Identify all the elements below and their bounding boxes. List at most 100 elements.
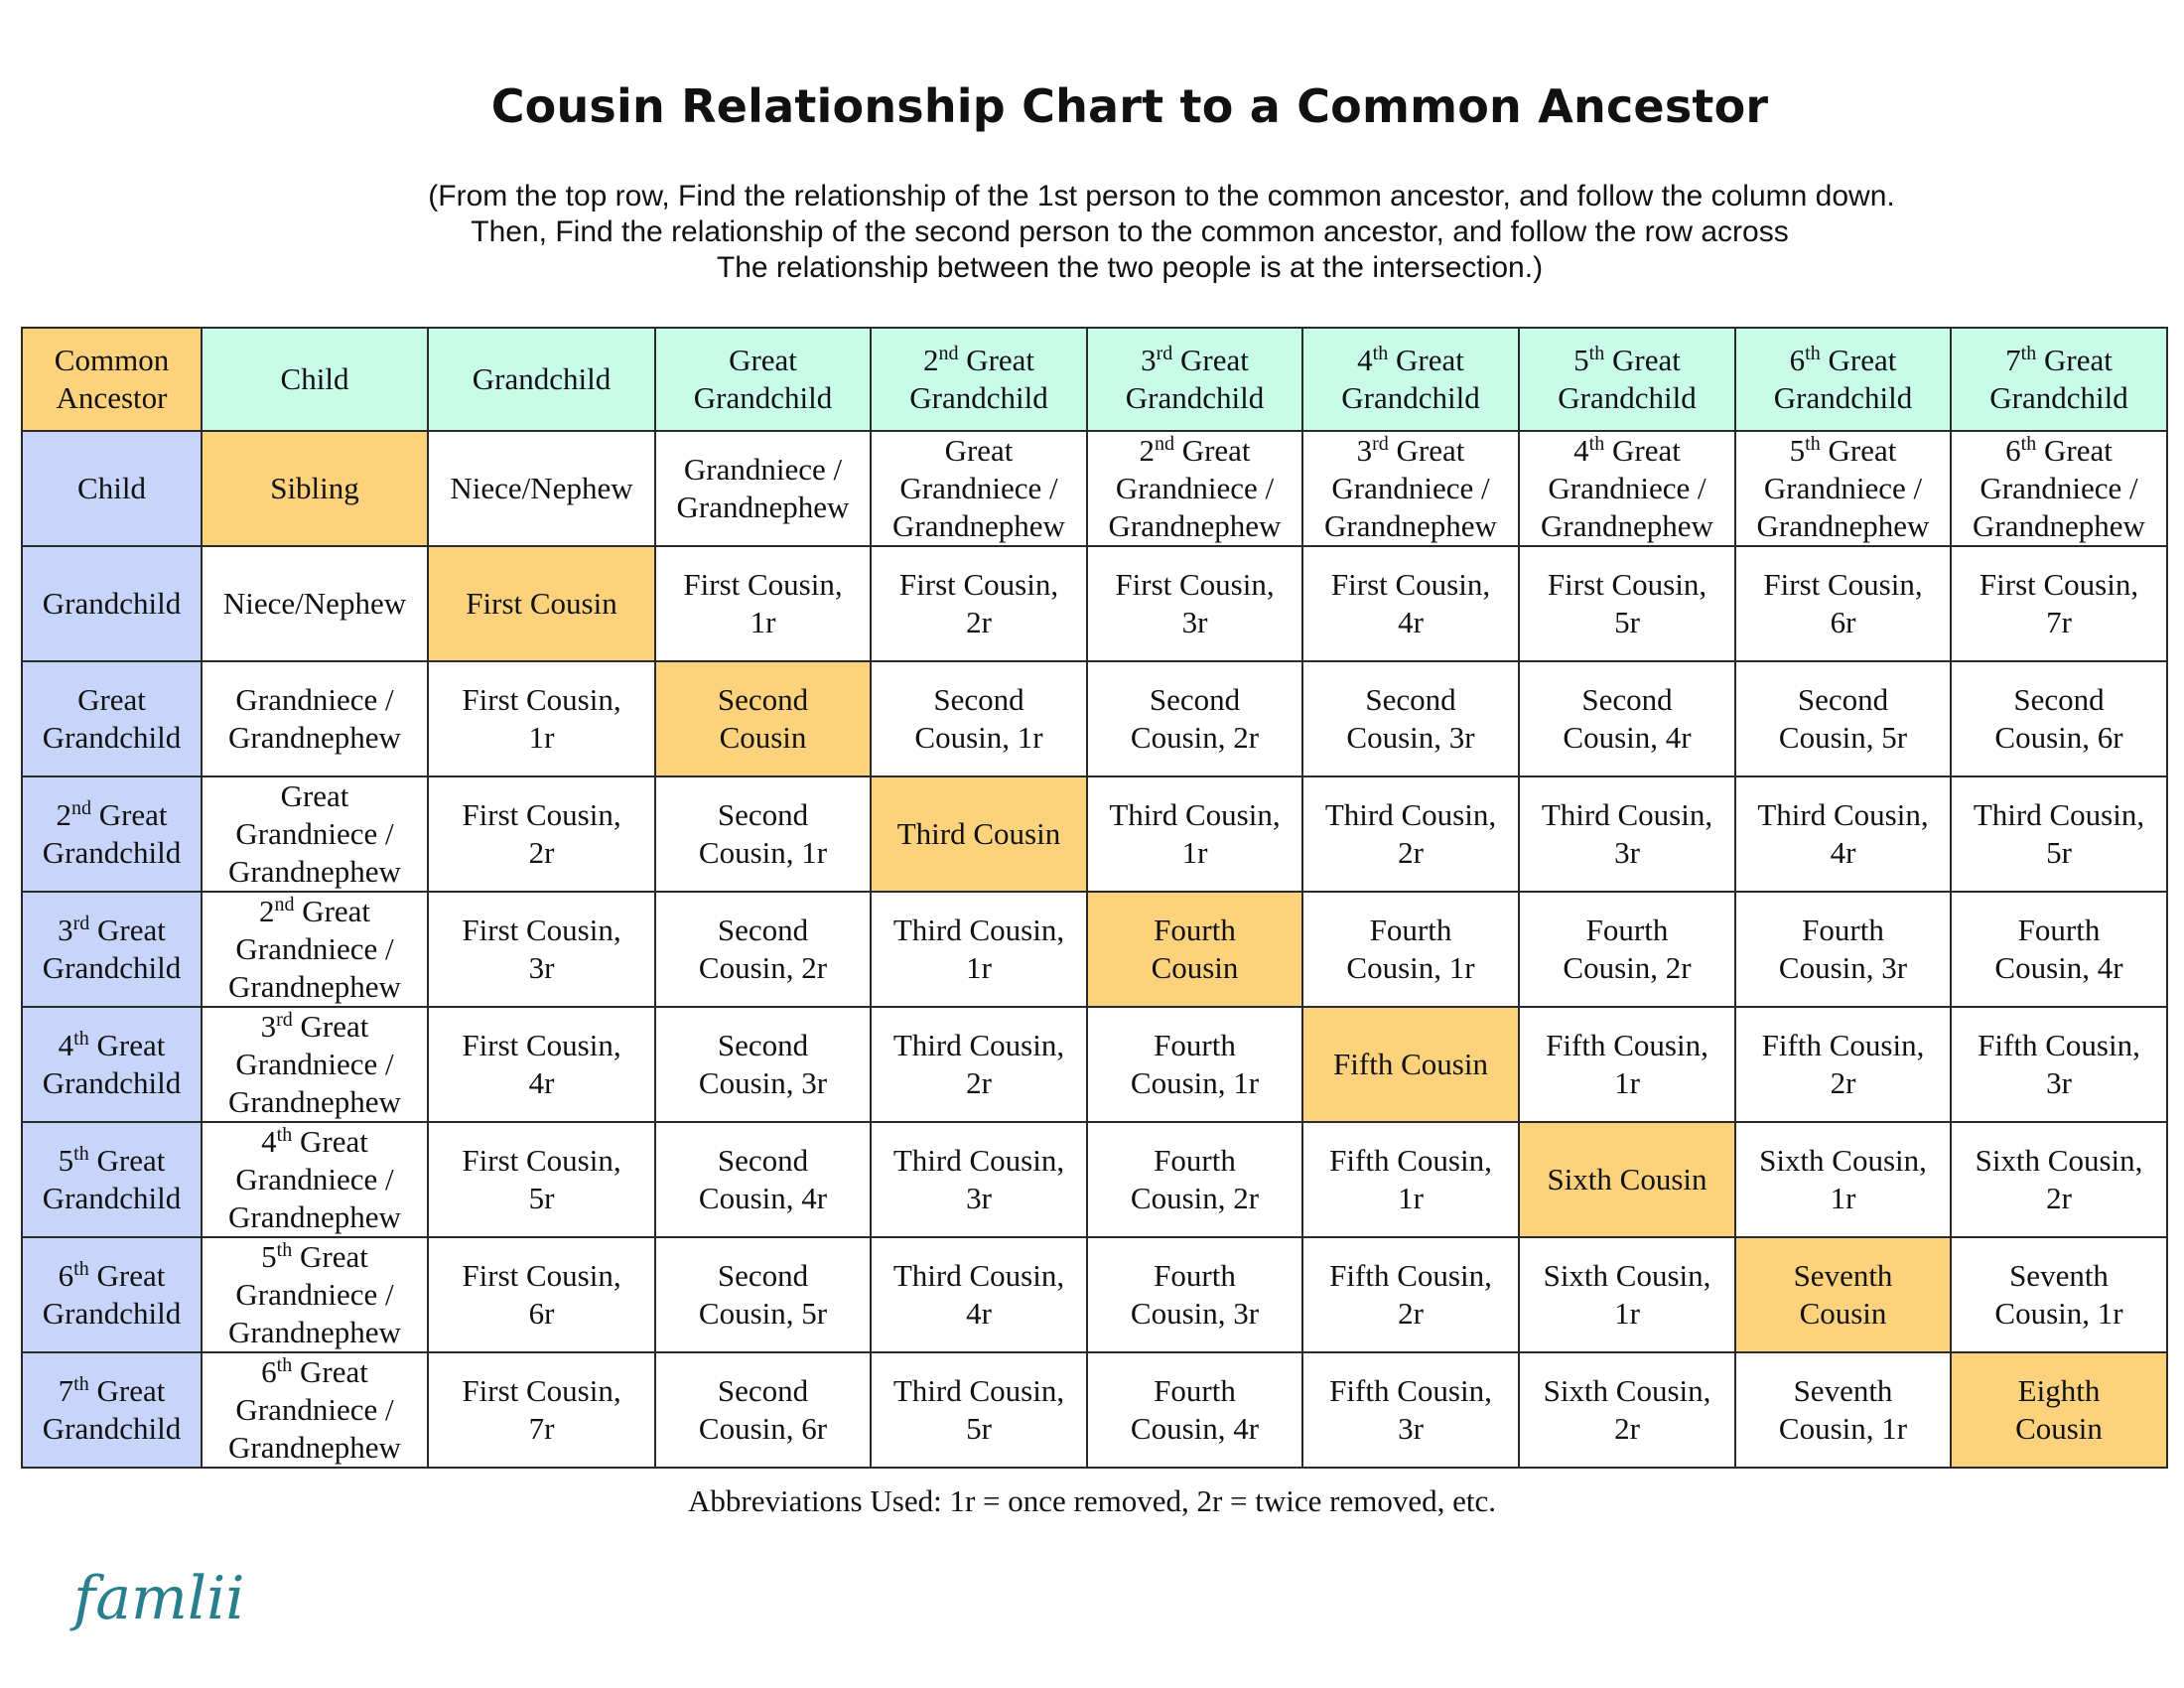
table-cell: 6th Great Grandniece / Grandnephew <box>201 1351 429 1469</box>
table-cell: Sixth Cousin, 1r <box>1518 1236 1736 1353</box>
table-cell: Third Cousin, 1r <box>1086 775 1303 893</box>
table-row: Great Grandchild Grandniece / Grandnephew Fi… <box>21 660 2168 777</box>
table-cell: Second Cousin, 3r <box>654 1006 872 1123</box>
table-cell: Fifth Cousin, 3r <box>1301 1351 1520 1469</box>
table-cell: Second Cousin, 5r <box>1734 660 1952 777</box>
table-cell: First Cousin, 1r <box>427 660 656 777</box>
diagonal-cell: Eighth Cousin <box>1950 1351 2168 1469</box>
diagonal-cell: Seventh Cousin <box>1734 1236 1952 1353</box>
row-header: 6th Great Grandchild <box>21 1236 203 1353</box>
table-cell: 3rd Great Grandniece / Grandnephew <box>201 1006 429 1123</box>
table-row: 7th Great Grandchild 6th Great Grandniece /… <box>21 1351 2168 1469</box>
abbreviations-note: Abbreviations Used: 1r = once removed, 2… <box>687 1483 1496 1518</box>
row-header: Grandchild <box>21 545 203 662</box>
table-row: 5th Great Grandchild 4th Great Grandniece /… <box>21 1121 2168 1238</box>
table-cell: Great Grandniece / Grandnephew <box>201 775 429 893</box>
column-header: 6th Great Grandchild <box>1734 327 1952 432</box>
table-cell: Fifth Cousin, 2r <box>1734 1006 1952 1123</box>
table-cell: Sixth Cousin, 2r <box>1950 1121 2168 1238</box>
table-cell: Fourth Cousin, 1r <box>1086 1006 1303 1123</box>
instruction-line-3: The relationship between the two people … <box>716 251 1544 284</box>
table-cell: First Cousin, 1r <box>654 545 872 662</box>
table-cell: Third Cousin, 5r <box>1950 775 2168 893</box>
table-cell: Fourth Cousin, 2r <box>1518 891 1736 1008</box>
table-cell: Fourth Cousin, 3r <box>1086 1236 1303 1353</box>
table-cell: Second Cousin, 2r <box>654 891 872 1008</box>
table-cell: 4th Great Grandniece / Grandnephew <box>1518 430 1736 547</box>
table-cell: First Cousin, 2r <box>427 775 656 893</box>
column-header: 7th Great Grandchild <box>1950 327 2168 432</box>
diagonal-cell: Third Cousin <box>870 775 1088 893</box>
table-cell: Second Cousin, 5r <box>654 1236 872 1353</box>
table-cell: First Cousin, 3r <box>427 891 656 1008</box>
table-cell: Second Cousin, 3r <box>1301 660 1520 777</box>
table-cell: 5th Great Grandniece / Grandnephew <box>201 1236 429 1353</box>
column-header: Great Grandchild <box>654 327 872 432</box>
table-cell: Fifth Cousin, 3r <box>1950 1006 2168 1123</box>
table-cell: First Cousin, 7r <box>1950 545 2168 662</box>
table-cell: Grandniece / Grandnephew <box>201 660 429 777</box>
diagonal-cell: Fourth Cousin <box>1086 891 1303 1008</box>
table-row: Grandchild Niece/Nephew First Cousin First … <box>21 545 2168 662</box>
row-header: 2nd Great Grandchild <box>21 775 203 893</box>
table-cell: 6th Great Grandniece / Grandnephew <box>1950 430 2168 547</box>
diagonal-cell: Second Cousin <box>654 660 872 777</box>
instruction-line-1: (From the top row, Find the relationship… <box>428 180 1895 212</box>
column-header: 2nd Great Grandchild <box>870 327 1088 432</box>
row-header: 5th Great Grandchild <box>21 1121 203 1238</box>
diagonal-cell: Fifth Cousin <box>1301 1006 1520 1123</box>
table-cell: Third Cousin, 4r <box>870 1236 1088 1353</box>
table-row: 4th Great Grandchild 3rd Great Grandniece /… <box>21 1006 2168 1123</box>
cousin-relationship-table: Common Ancestor Child Grandchild Great Grandc… <box>21 327 2168 1469</box>
table-cell: First Cousin, 6r <box>1734 545 1952 662</box>
table-cell: First Cousin, 7r <box>427 1351 656 1469</box>
logo-wordmark: famlii <box>69 1564 244 1633</box>
diagonal-cell: Sibling <box>201 430 429 547</box>
table-row: 3rd Great Grandchild 2nd Great Grandniece /… <box>21 891 2168 1008</box>
table-cell: Fifth Cousin, 1r <box>1518 1006 1736 1123</box>
table-cell: Third Cousin, 3r <box>1518 775 1736 893</box>
table-cell: First Cousin, 4r <box>1301 545 1520 662</box>
table-cell: Great Grandniece / Grandnephew <box>870 430 1088 547</box>
table-cell: First Cousin, 6r <box>427 1236 656 1353</box>
table-cell: First Cousin, 2r <box>870 545 1088 662</box>
famlii-logo-icon: famlii <box>69 1564 244 1633</box>
table-cell: Third Cousin, 5r <box>870 1351 1088 1469</box>
table-cell: Fourth Cousin, 2r <box>1086 1121 1303 1238</box>
table-row: 6th Great Grandchild 5th Great Grandniece /… <box>21 1236 2168 1353</box>
table-cell: Sixth Cousin, 2r <box>1518 1351 1736 1469</box>
diagonal-cell: First Cousin <box>427 545 656 662</box>
table-cell: Fourth Cousin, 3r <box>1734 891 1952 1008</box>
row-header: 3rd Great Grandchild <box>21 891 203 1008</box>
row-header: 4th Great Grandchild <box>21 1006 203 1123</box>
table-cell: Grandniece / Grandnephew <box>654 430 872 547</box>
column-header: 4th Great Grandchild <box>1301 327 1520 432</box>
diagonal-cell: Sixth Cousin <box>1518 1121 1736 1238</box>
corner-cell-common-ancestor: Common Ancestor <box>21 327 203 432</box>
column-header: Child <box>201 327 429 432</box>
table-cell: Third Cousin, 2r <box>870 1006 1088 1123</box>
table-cell: 4th Great Grandniece / Grandnephew <box>201 1121 429 1238</box>
table-cell: First Cousin, 3r <box>1086 545 1303 662</box>
table-cell: 5th Great Grandniece / Grandnephew <box>1734 430 1952 547</box>
table-cell: Seventh Cousin, 1r <box>1950 1236 2168 1353</box>
table-cell: Third Cousin, 1r <box>870 891 1088 1008</box>
table-cell: Third Cousin, 2r <box>1301 775 1520 893</box>
table-cell: 2nd Great Grandniece / Grandnephew <box>1086 430 1303 547</box>
table-cell: Fourth Cousin, 4r <box>1950 891 2168 1008</box>
header-row: Common Ancestor Child Grandchild Great Grandc… <box>21 327 2168 432</box>
table-cell: Second Cousin, 1r <box>654 775 872 893</box>
table-row: Child Sibling Niece/Nephew Grandniece / Gran… <box>21 430 2168 547</box>
row-header: Child <box>21 430 203 547</box>
table-cell: 3rd Great Grandniece / Grandnephew <box>1301 430 1520 547</box>
row-header: Great Grandchild <box>21 660 203 777</box>
table-cell: Second Cousin, 6r <box>654 1351 872 1469</box>
row-header: 7th Great Grandchild <box>21 1351 203 1469</box>
column-header: 3rd Great Grandchild <box>1086 327 1303 432</box>
table-cell: Niece/Nephew <box>201 545 429 662</box>
table-cell: Sixth Cousin, 1r <box>1734 1121 1952 1238</box>
table-cell: Fourth Cousin, 4r <box>1086 1351 1303 1469</box>
table-cell: Third Cousin, 3r <box>870 1121 1088 1238</box>
table-cell: Second Cousin, 4r <box>654 1121 872 1238</box>
instruction-line-2: Then, Find the relationship of the secon… <box>471 215 1789 248</box>
